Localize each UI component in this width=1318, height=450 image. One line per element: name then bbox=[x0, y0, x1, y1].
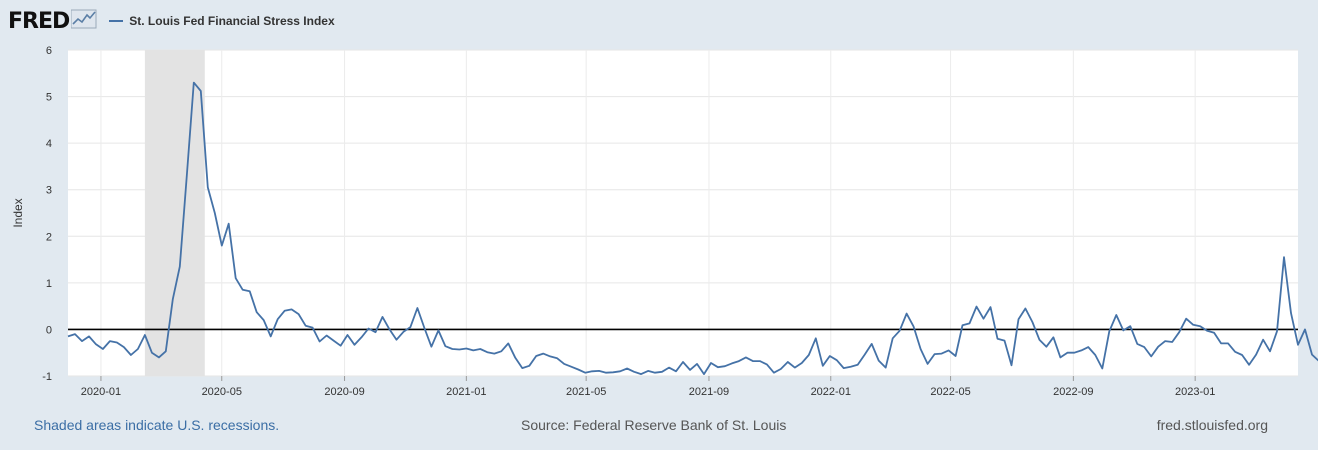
source-note: Source: Federal Reserve Bank of St. Loui… bbox=[521, 417, 787, 433]
chart-legend[interactable]: St. Louis Fed Financial Stress Index bbox=[109, 14, 335, 28]
x-tick-label: 2022-09 bbox=[1053, 386, 1093, 398]
x-tick-label: 2021-05 bbox=[566, 386, 606, 398]
x-tick-label: 2020-01 bbox=[81, 386, 121, 398]
x-tick-label: 2023-01 bbox=[1175, 386, 1215, 398]
site-link[interactable]: fred.stlouisfed.org bbox=[1156, 417, 1268, 433]
y-tick-label: 2 bbox=[46, 231, 52, 243]
x-axis-ticks: 2020-01 2020-05 2020-09 2021-01 2021-05 2021-… bbox=[81, 376, 1215, 398]
x-tick-label: 2022-05 bbox=[930, 386, 970, 398]
y-tick-label: 4 bbox=[46, 138, 52, 150]
legend-swatch bbox=[109, 20, 124, 22]
fred-logo[interactable]: FRED bbox=[8, 8, 70, 34]
x-tick-label: 2021-01 bbox=[446, 386, 486, 398]
plot-area bbox=[68, 50, 1298, 376]
x-tick-label: 2020-09 bbox=[324, 386, 364, 398]
y-tick-label: 1 bbox=[46, 278, 52, 290]
chart-header: FRED St. Louis Fed Financial Stress Inde… bbox=[8, 6, 335, 36]
y-tick-label: 3 bbox=[46, 185, 52, 197]
y-tick-label: 0 bbox=[46, 324, 52, 336]
x-tick-label: 2022-01 bbox=[811, 386, 851, 398]
y-axis-ticks: -1 0 1 2 3 4 5 6 bbox=[42, 45, 52, 383]
x-tick-label: 2021-09 bbox=[689, 386, 729, 398]
y-axis-label: Index bbox=[11, 198, 25, 227]
y-tick-label: -1 bbox=[42, 371, 52, 383]
x-tick-label: 2020-05 bbox=[202, 386, 242, 398]
recession-note[interactable]: Shaded areas indicate U.S. recessions. bbox=[34, 417, 280, 433]
legend-label: St. Louis Fed Financial Stress Index bbox=[129, 14, 335, 28]
recession-shading bbox=[144, 50, 205, 376]
line-chart-icon bbox=[70, 9, 97, 34]
y-tick-label: 6 bbox=[46, 45, 52, 57]
y-axis-title: Index bbox=[11, 198, 25, 227]
recession-band bbox=[144, 50, 205, 376]
series-line bbox=[67, 81, 1318, 376]
y-tick-label: 5 bbox=[46, 92, 52, 104]
series-stress-index[interactable] bbox=[67, 81, 1318, 376]
